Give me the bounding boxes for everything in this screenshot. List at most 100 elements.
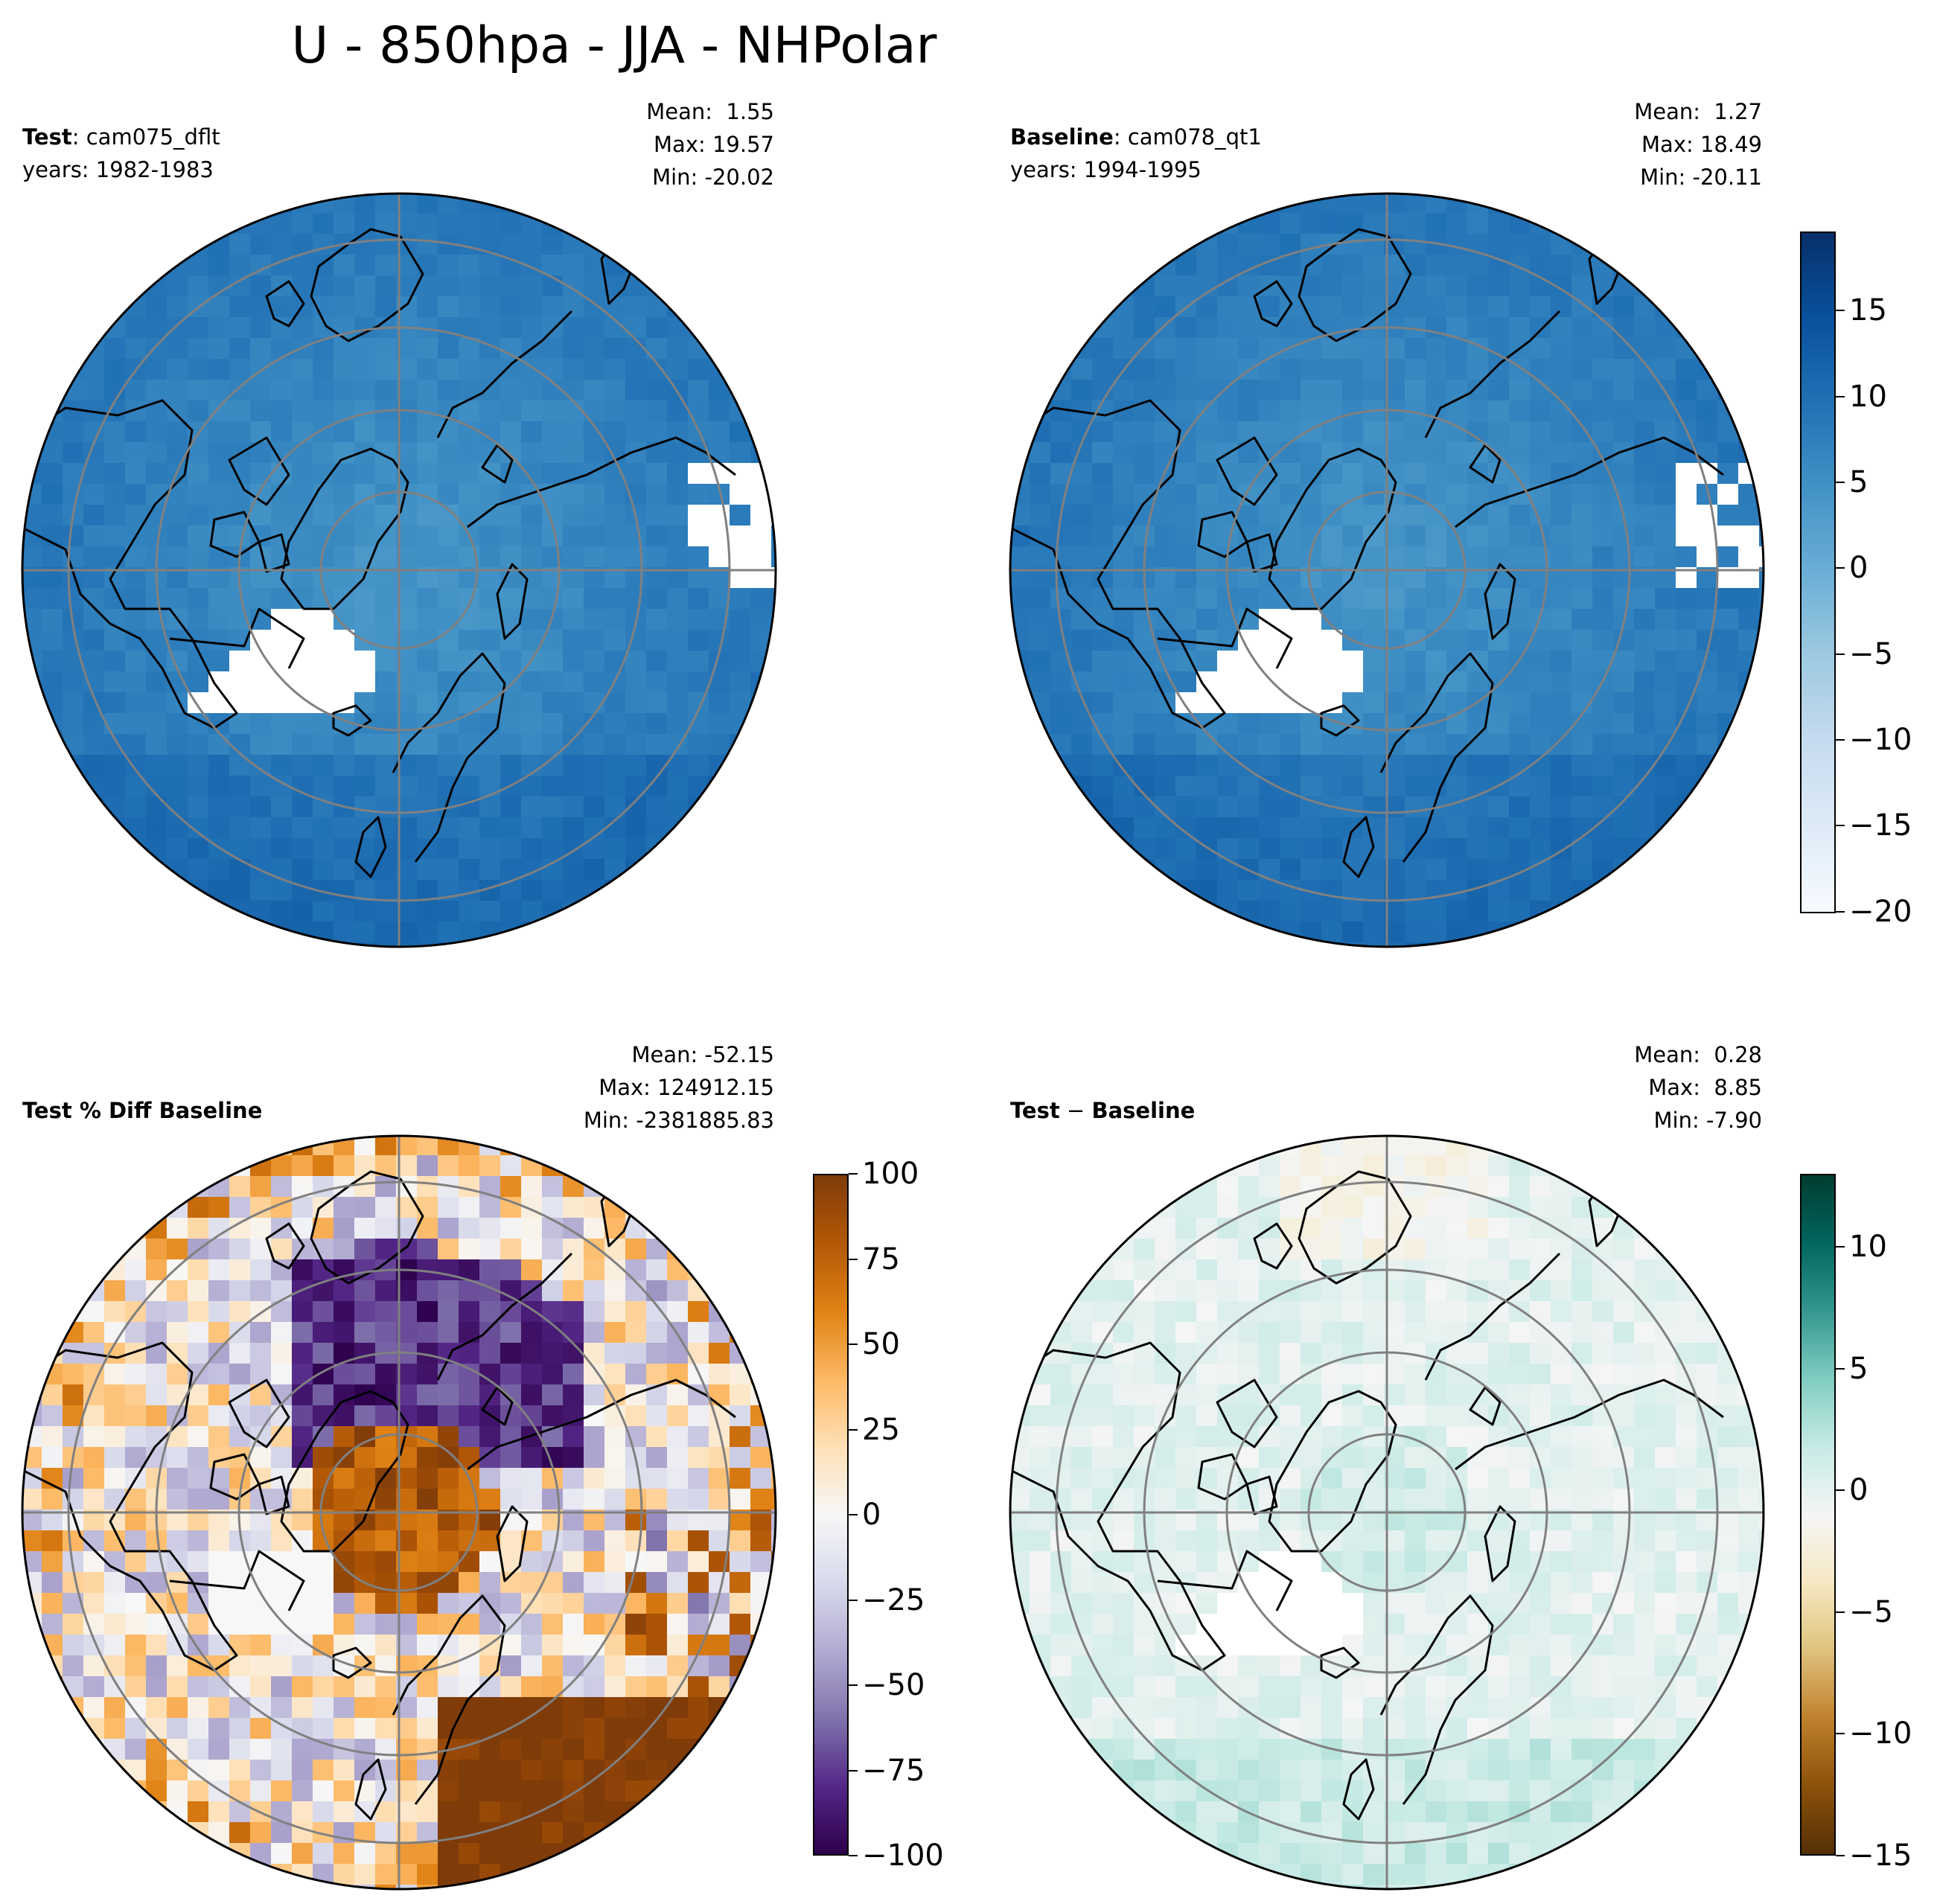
field-cell [167,505,188,526]
field-cell [375,692,397,714]
field-cell [521,796,543,818]
field-cell [604,755,626,776]
field-cell [375,1136,397,1156]
field-cell [292,275,313,297]
field-cell [250,400,272,422]
field-cell [438,588,459,610]
field-cell [521,317,543,339]
field-cell [584,1572,605,1594]
field-cell [354,692,376,714]
field-cell [229,671,251,693]
panel-baseline-max: Max: 18.49 [1641,132,1762,157]
field-cell [1759,1405,1764,1427]
coastline [1298,1170,1412,1285]
field-cell [1405,213,1426,234]
field-cell [1738,1343,1760,1364]
field-cell [584,1322,605,1344]
field-cell [1259,630,1280,651]
field-cell [1592,1447,1614,1469]
field-cell [1613,525,1635,547]
panel-test-label-sep: : [71,124,86,150]
field-cell [1697,1489,1718,1510]
field-cell [1446,421,1468,443]
field-cell [125,692,147,714]
field-cell [146,713,167,735]
field-cell [500,901,522,922]
field-cell [334,1384,355,1406]
field-cell [1634,525,1656,547]
field-cell [1571,671,1593,693]
field-cell [1238,1780,1260,1802]
field-cell [271,1780,293,1802]
field-cell [1071,1551,1093,1573]
colorbar-pctdiff-tick-label: 25 [862,1412,900,1447]
field-cell [521,442,543,464]
field-cell [709,713,730,735]
field-cell [229,921,251,943]
field-cell [1321,734,1343,755]
field-cell [208,317,230,339]
field-cell [125,1739,147,1760]
field-cell [375,1739,397,1760]
field-cell [1342,1760,1364,1781]
field-cell [584,1697,605,1719]
field-cell [1301,859,1322,881]
coastline [1379,652,1494,863]
colorbar-field-tick-label: 10 [1849,379,1887,414]
field-cell [646,1343,668,1364]
field-cell [1634,1218,1656,1239]
field-cell [667,359,689,380]
field-cell [125,1384,147,1406]
field-cell [1571,1697,1593,1719]
field-cell [604,338,626,360]
field-cell [1592,1364,1614,1385]
field-cell [1342,525,1364,547]
field-cell [1050,1655,1072,1677]
field-cell [354,317,376,339]
field-cell [1446,1176,1468,1198]
colorbar-diff-tickmark [1836,1489,1845,1492]
field-cell [438,1384,459,1406]
field-cell [1676,630,1697,651]
field-cell [1134,1405,1155,1427]
field-cell [146,525,167,547]
field-cell [625,1760,647,1781]
field-cell [625,1530,647,1552]
field-cell [83,1676,105,1698]
field-cell [1196,296,1218,318]
field-cell [1551,421,1572,443]
field-cell [1446,213,1468,234]
field-cell [1405,755,1426,776]
field-cell [1488,1655,1510,1677]
field-cell [1592,1655,1614,1677]
field-cell [334,484,355,505]
field-cell [1301,1343,1322,1364]
field-cell [625,1322,647,1344]
field-cell [1571,442,1593,464]
field-cell [1259,1760,1280,1781]
field-cell [730,1426,751,1448]
field-cell [1342,1614,1364,1635]
field-cell [1280,194,1301,214]
field-cell [667,1614,689,1635]
field-cell [1676,1551,1697,1573]
field-cell [1592,1176,1614,1198]
field-cell [417,1635,438,1656]
field-cell [1092,442,1114,464]
field-cell [250,880,272,901]
field-cell [1446,1426,1468,1448]
field-cell [1342,817,1364,839]
field-cell [271,1530,293,1552]
field-cell [563,1343,584,1364]
field-cell [229,1822,251,1844]
field-cell [1446,255,1468,276]
colorbar-pctdiff-tickmark [849,1428,858,1431]
field-cell [417,1405,438,1427]
field-cell [63,776,84,797]
field-cell [1551,1384,1572,1406]
field-cell [417,194,438,214]
field-cell [375,255,397,276]
field-cell [188,588,209,610]
field-cell [125,1655,147,1677]
field-cell [1426,525,1447,547]
